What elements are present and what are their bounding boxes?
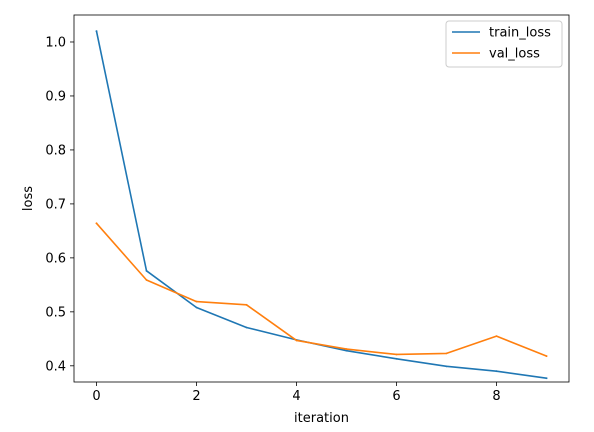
data-point-train_loss xyxy=(145,269,148,272)
x-tick-label: 0 xyxy=(92,389,100,404)
data-point-train_loss xyxy=(195,306,198,309)
data-point-val_loss xyxy=(195,300,198,303)
series-line-val_loss xyxy=(95,222,548,358)
y-tick-label: 0.4 xyxy=(45,359,66,374)
data-point-val_loss xyxy=(245,303,248,306)
plot-area xyxy=(95,30,548,380)
data-point-train_loss xyxy=(495,370,498,373)
y-tick-label: 0.7 xyxy=(45,197,66,212)
x-tick-label: 6 xyxy=(392,389,400,404)
y-axis-label: loss xyxy=(21,186,36,211)
legend-label: val_loss xyxy=(489,47,540,62)
x-tick-label: 2 xyxy=(192,389,200,404)
axes: 0 2 4 6 8 0.4 0.5 0.6 0.7 0.8 0.9 1.0 xyxy=(45,35,500,404)
data-point-train_loss xyxy=(445,365,448,368)
plot-frame xyxy=(73,14,570,383)
data-point-val_loss xyxy=(345,348,348,350)
data-point-val_loss xyxy=(445,352,448,355)
x-tick-label: 8 xyxy=(492,389,500,404)
y-tick-label: 0.8 xyxy=(45,143,66,158)
legend: train_loss val_loss xyxy=(445,20,563,68)
y-tick-label: 0.6 xyxy=(45,251,66,266)
data-point-train_loss xyxy=(395,357,398,360)
data-point-val_loss xyxy=(145,279,148,281)
data-point-val_loss xyxy=(545,355,548,357)
data-point-val_loss xyxy=(295,339,298,342)
y-tick-label: 0.5 xyxy=(45,305,66,320)
data-point-train_loss xyxy=(345,349,348,352)
y-tick-label: 1.0 xyxy=(45,35,66,50)
x-tick-label: 4 xyxy=(292,389,300,404)
x-axis-label: iteration xyxy=(294,411,349,426)
data-point-train_loss xyxy=(245,326,248,329)
data-point-train_loss xyxy=(95,30,98,33)
legend-label: train_loss xyxy=(489,26,551,41)
y-tick-label: 0.9 xyxy=(45,89,66,104)
data-point-val_loss xyxy=(95,222,98,225)
data-point-val_loss xyxy=(395,353,398,356)
data-point-val_loss xyxy=(495,335,498,338)
data-point-train_loss xyxy=(545,377,548,380)
